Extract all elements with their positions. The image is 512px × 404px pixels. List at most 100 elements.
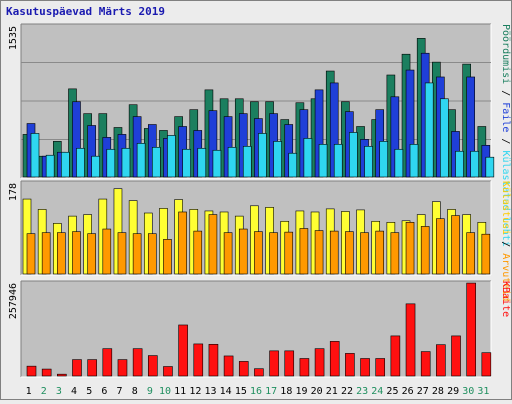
x-tick-label-day-24: 24: [371, 386, 383, 397]
x-tick-label-day-12: 12: [189, 386, 201, 397]
bar-kbaite-day-4: [72, 359, 82, 377]
bar-arvuteid-day-9: [147, 233, 157, 275]
x-tick-label-day-16: 16: [250, 386, 262, 397]
bar-kbaite-day-7: [117, 359, 128, 377]
bar-kbaite-day-1: [26, 365, 37, 377]
x-tick-label-day-8: 8: [132, 386, 138, 397]
hits-files-pages-panel: 1535: [8, 23, 495, 179]
legend-top: Pöördumisi / Faile / Külastatud lehti: [500, 24, 511, 247]
bar-külastatud-lehti-day-25: [394, 148, 404, 178]
kbytes-panel: 257946: [8, 280, 492, 378]
bar-külastatud-lehti-day-19: [303, 138, 313, 178]
x-tick-label-day-25: 25: [386, 386, 398, 397]
bar-arvuteid-day-18: [284, 231, 294, 275]
bar-külastatud-lehti-day-8: [136, 143, 146, 178]
x-tick-label-day-18: 18: [280, 386, 292, 397]
legend-entry: Faile: [500, 102, 511, 132]
legend-entry: Pöördumisi: [500, 24, 511, 84]
bar-kbaite-day-29: [451, 335, 461, 377]
bar-arvuteid-day-19: [299, 228, 309, 275]
bar-külastatud-lehti-day-31: [485, 156, 495, 178]
x-tick-label-day-27: 27: [417, 386, 429, 397]
bar-külastatud-lehti-day-3: [61, 151, 70, 178]
bar-arvuteid-day-17: [269, 232, 278, 275]
bar-arvuteid-day-5: [87, 233, 96, 275]
bar-kbaite-day-15: [238, 361, 249, 377]
bar-külastatud-lehti-day-18: [288, 152, 298, 178]
x-tick-label-day-31: 31: [477, 386, 489, 397]
y-axis-max-label: 178: [8, 183, 19, 201]
bar-kbaite-day-13: [208, 343, 219, 377]
bar-arvuteid-day-28: [436, 218, 445, 275]
bar-kbaite-day-9: [147, 355, 158, 377]
bar-kbaite-day-5: [87, 359, 97, 377]
bar-arvuteid-day-21: [329, 230, 339, 275]
legend-entry: Külastusi: [500, 181, 511, 235]
bar-arvuteid-day-27: [420, 226, 430, 275]
legend-entry: /: [500, 132, 511, 150]
x-tick-label-day-4: 4: [71, 386, 77, 397]
bar-kbaite-day-17: [269, 350, 279, 377]
bar-kbaite-day-31: [481, 352, 492, 377]
legend-bottom: KBaite: [500, 281, 511, 317]
bar-külastatud-lehti-day-5: [91, 155, 100, 178]
bar-kbaite-day-12: [193, 343, 204, 377]
bar-külastatud-lehti-day-9: [151, 146, 161, 178]
bar-arvuteid-day-16: [254, 231, 263, 275]
x-tick-label-day-13: 13: [204, 386, 216, 397]
bar-kbaite-day-20: [314, 348, 325, 377]
bar-arvuteid-day-12: [193, 230, 203, 275]
bar-kbaite-day-18: [284, 350, 295, 377]
x-tick-label-day-11: 11: [174, 386, 186, 397]
bar-külastatud-lehti-day-10: [167, 135, 176, 178]
bar-arvuteid-day-13: [208, 214, 218, 275]
x-tick-label-day-19: 19: [295, 386, 307, 397]
bar-arvuteid-day-25: [390, 232, 400, 275]
bar-arvuteid-day-11: [178, 211, 187, 275]
bar-arvuteid-day-30: [466, 232, 475, 275]
visits-sites-panel: 178: [8, 180, 492, 276]
bar-kbaite-day-2: [41, 368, 52, 377]
bar-külastatud-lehti-day-14: [227, 146, 237, 178]
bar-kbaite-day-10: [163, 366, 173, 377]
bar-arvuteid-day-15: [238, 228, 248, 275]
bar-kbaite-day-22: [345, 353, 355, 377]
bar-külastatud-lehti-day-11: [182, 148, 191, 178]
bar-külastatud-lehti-day-24: [379, 141, 389, 178]
x-tick-label-day-2: 2: [41, 386, 47, 397]
x-tick-label-day-6: 6: [101, 386, 107, 397]
bar-külastatud-lehti-day-21: [333, 144, 343, 178]
bar-arvuteid-day-24: [375, 230, 385, 275]
x-tick-label-day-5: 5: [86, 386, 92, 397]
bar-arvuteid-day-23: [360, 232, 369, 275]
bar-kbaite-day-27: [420, 351, 431, 377]
bar-külastatud-lehti-day-15: [242, 146, 252, 178]
bar-külastatud-lehti-day-26: [409, 144, 419, 178]
bar-külastatud-lehti-day-7: [121, 147, 131, 178]
legend-entry: /: [500, 235, 511, 253]
bar-külastatud-lehti-day-2: [45, 154, 55, 178]
x-tick-label-day-7: 7: [117, 386, 123, 397]
bar-kbaite-day-24: [375, 358, 386, 377]
y-axis-max-label: 257946: [8, 283, 19, 319]
bar-kbaite-day-11: [178, 324, 188, 377]
bar-külastatud-lehti-day-30: [470, 150, 479, 178]
bar-kbaite-day-25: [390, 335, 401, 377]
bar-arvuteid-day-14: [223, 232, 233, 275]
bar-kbaite-day-14: [223, 355, 234, 377]
bar-kbaite-day-21: [329, 341, 340, 377]
bar-külastatud-lehti-day-27: [424, 82, 434, 178]
x-tick-label-day-23: 23: [356, 386, 368, 397]
bar-külastatud-lehti-day-22: [349, 132, 358, 178]
bar-kbaite-day-26: [405, 303, 416, 377]
bar-kbaite-day-3: [57, 373, 67, 377]
x-tick-label-day-20: 20: [311, 386, 323, 397]
bar-külastatud-lehti-day-17: [273, 141, 282, 178]
x-tick-label-day-9: 9: [147, 386, 153, 397]
x-tick-label-day-28: 28: [432, 386, 444, 397]
x-tick-label-day-10: 10: [159, 386, 171, 397]
x-axis-day-labels: 1 2 3 4 5 6 7 8 9 10 11 12 13 14 15 16 17 18 19 20 21 22 23 24 2…: [26, 386, 490, 397]
x-tick-label-day-21: 21: [326, 386, 338, 397]
